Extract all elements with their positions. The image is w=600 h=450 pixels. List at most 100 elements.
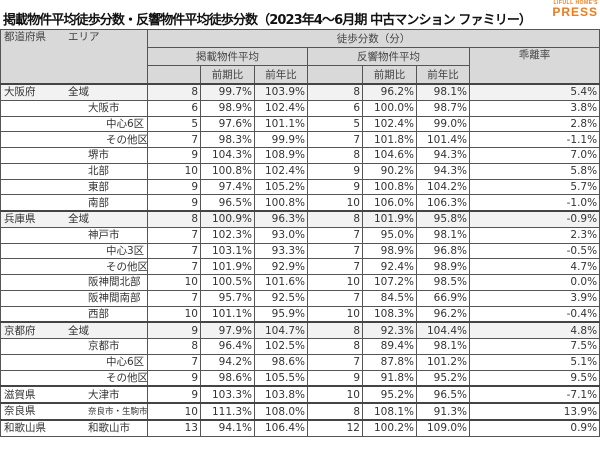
gap-rate: 4.8% bbox=[468, 321, 600, 340]
listed-minutes: 13 bbox=[147, 418, 201, 437]
listed-qoq: 94.2% bbox=[200, 353, 255, 371]
response-yoy: 109.0% bbox=[416, 418, 470, 437]
area-name: 神戸市 bbox=[88, 229, 120, 242]
listed-qoq: 103.3% bbox=[200, 385, 255, 404]
listed-yoy: 95.9% bbox=[254, 305, 308, 323]
gap-rate: -7.1% bbox=[468, 385, 600, 404]
response-qoq: 100.2% bbox=[362, 418, 417, 437]
response-yoy: 106.3% bbox=[416, 194, 470, 212]
listed-minutes: 7 bbox=[147, 226, 201, 244]
header-group: 徒歩分数（分） bbox=[146, 29, 600, 48]
response-minutes: 7 bbox=[307, 289, 363, 307]
response-minutes: 10 bbox=[307, 385, 363, 404]
area-name: 阪神間南部 bbox=[88, 292, 141, 305]
response-qoq: 95.0% bbox=[362, 226, 417, 244]
gap-rate: 5.8% bbox=[468, 162, 600, 180]
response-minutes: 8 bbox=[307, 209, 363, 228]
table-row: その他区 7 101.9% 92.9% 7 92.4% 98.9% 4.7% bbox=[0, 258, 600, 275]
listed-minutes: 7 bbox=[147, 131, 201, 148]
table-row: 中心6区 7 94.2% 98.6% 7 87.8% 101.2% 5.1% bbox=[0, 353, 600, 371]
listed-yoy: 93.0% bbox=[254, 226, 308, 244]
listed-minutes: 8 bbox=[147, 338, 201, 355]
listed-yoy: 102.4% bbox=[254, 99, 308, 117]
area-cell: 神戸市 bbox=[0, 226, 148, 244]
listed-yoy: 101.1% bbox=[254, 115, 308, 133]
response-yoy: 98.9% bbox=[416, 258, 470, 275]
response-qoq: 104.6% bbox=[362, 147, 417, 164]
area-cell: 兵庫県 全域 bbox=[0, 209, 148, 228]
response-minutes: 8 bbox=[307, 338, 363, 355]
area-cell: 大阪市 bbox=[0, 99, 148, 117]
listed-minutes: 8 bbox=[147, 209, 201, 228]
listed-qoq: 96.4% bbox=[200, 338, 255, 355]
gap-rate: 9.5% bbox=[468, 369, 600, 387]
listed-qoq: 97.4% bbox=[200, 178, 255, 196]
listed-yoy: 108.0% bbox=[254, 402, 308, 421]
table-row: 滋賀県 大津市 9 103.3% 103.8% 10 95.2% 96.5% -7.1% bbox=[0, 385, 600, 404]
header-listed-yoy: 前年比 bbox=[254, 65, 308, 85]
prefecture: 和歌山県 bbox=[4, 422, 46, 435]
area-name: 大阪市 bbox=[88, 102, 120, 115]
listed-minutes: 7 bbox=[147, 258, 201, 275]
listed-yoy: 105.2% bbox=[254, 178, 308, 196]
area-cell: 大阪府 全域 bbox=[0, 82, 148, 101]
listed-minutes: 9 bbox=[147, 369, 201, 387]
gap-rate: 3.9% bbox=[468, 289, 600, 307]
listed-yoy: 106.4% bbox=[254, 418, 308, 437]
gap-rate: 13.9% bbox=[468, 402, 600, 421]
gap-rate: 5.4% bbox=[468, 82, 600, 101]
response-yoy: 96.5% bbox=[416, 385, 470, 404]
area-cell: 滋賀県 大津市 bbox=[0, 385, 148, 404]
gap-rate: 0.9% bbox=[468, 418, 600, 437]
gap-rate: 2.3% bbox=[468, 226, 600, 244]
response-yoy: 95.2% bbox=[416, 369, 470, 387]
response-minutes: 7 bbox=[307, 258, 363, 275]
gap-rate: 4.7% bbox=[468, 258, 600, 275]
listed-yoy: 93.3% bbox=[254, 242, 308, 260]
listed-minutes: 7 bbox=[147, 289, 201, 307]
area-cell: 中心6区 bbox=[0, 115, 148, 133]
response-minutes: 6 bbox=[307, 99, 363, 117]
area-name: 全域 bbox=[68, 213, 89, 226]
response-minutes: 9 bbox=[307, 369, 363, 387]
listed-qoq: 97.9% bbox=[200, 321, 255, 340]
response-yoy: 99.0% bbox=[416, 115, 470, 133]
prefecture: 京都府 bbox=[4, 324, 36, 337]
gap-rate: 7.5% bbox=[468, 338, 600, 355]
prefecture: 兵庫県 bbox=[4, 213, 36, 226]
gap-rate: 7.0% bbox=[468, 147, 600, 164]
listed-minutes: 7 bbox=[147, 353, 201, 371]
area-name: その他区 bbox=[106, 371, 148, 384]
gap-rate: -0.4% bbox=[468, 305, 600, 323]
table-row: 東部 9 97.4% 105.2% 9 100.8% 104.2% 5.7% bbox=[0, 178, 600, 196]
listed-qoq: 97.6% bbox=[200, 115, 255, 133]
gap-rate: 3.8% bbox=[468, 99, 600, 117]
listed-qoq: 102.3% bbox=[200, 226, 255, 244]
header-response: 反響物件平均 bbox=[307, 47, 470, 66]
area-name: 阪神間北部 bbox=[88, 276, 141, 289]
response-minutes: 7 bbox=[307, 131, 363, 148]
listed-yoy: 102.4% bbox=[254, 162, 308, 180]
response-qoq: 96.2% bbox=[362, 82, 417, 101]
table-row: 阪神間南部 7 95.7% 92.5% 7 84.5% 66.9% 3.9% bbox=[0, 289, 600, 307]
gap-rate: -1.0% bbox=[468, 194, 600, 212]
response-minutes: 8 bbox=[307, 402, 363, 421]
response-qoq: 84.5% bbox=[362, 289, 417, 307]
area-cell: 北部 bbox=[0, 162, 148, 180]
response-qoq: 91.8% bbox=[362, 369, 417, 387]
listed-minutes: 9 bbox=[147, 147, 201, 164]
response-qoq: 108.1% bbox=[362, 402, 417, 421]
gap-rate: 5.7% bbox=[468, 178, 600, 196]
area-name: 東部 bbox=[88, 180, 109, 193]
response-minutes: 8 bbox=[307, 82, 363, 101]
gap-rate: -0.9% bbox=[468, 209, 600, 228]
table-row: 阪神間北部 10 100.5% 101.6% 10 107.2% 98.5% 0.0% bbox=[0, 274, 600, 291]
response-minutes: 10 bbox=[307, 274, 363, 291]
area-name: 西部 bbox=[88, 307, 109, 320]
response-qoq: 101.9% bbox=[362, 209, 417, 228]
gap-rate: 5.1% bbox=[468, 353, 600, 371]
response-minutes: 7 bbox=[307, 226, 363, 244]
listed-yoy: 92.9% bbox=[254, 258, 308, 275]
area-name: 奈良市・生駒市 bbox=[88, 407, 148, 417]
listed-qoq: 100.5% bbox=[200, 274, 255, 291]
